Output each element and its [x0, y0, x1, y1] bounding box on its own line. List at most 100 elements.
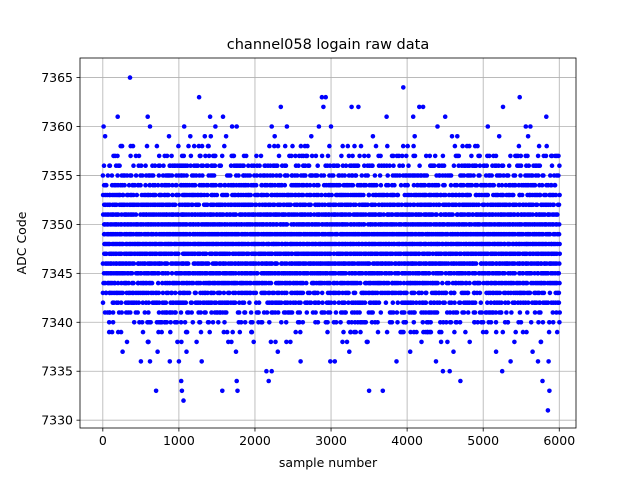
data-point: [427, 271, 432, 276]
data-point: [505, 300, 511, 306]
data-point: [398, 280, 403, 286]
data-point: [259, 320, 265, 325]
data-point: [184, 329, 190, 335]
data-point: [331, 173, 336, 178]
data-point: [424, 290, 429, 296]
data-point: [547, 320, 552, 325]
data-point: [396, 153, 402, 159]
data-point: [176, 251, 181, 257]
data-point: [350, 182, 356, 188]
data-point: [164, 261, 170, 266]
data-point: [366, 153, 371, 159]
data-point: [339, 153, 344, 159]
data-point: [254, 153, 259, 159]
data-point: [405, 182, 411, 188]
data-point: [346, 300, 351, 306]
data-point: [452, 290, 457, 296]
data-point: [517, 202, 522, 208]
x-tick-label: 1000: [163, 433, 195, 448]
data-point: [107, 163, 113, 168]
data-point: [553, 192, 559, 198]
data-point: [148, 320, 153, 325]
data-point: [396, 271, 401, 276]
data-point: [233, 290, 238, 296]
data-point: [402, 310, 407, 315]
data-point: [449, 300, 454, 306]
x-axis-label: sample number: [279, 455, 378, 470]
data-point: [349, 104, 354, 110]
data-point: [131, 280, 136, 286]
data-point: [176, 359, 182, 364]
data-point: [420, 320, 426, 325]
data-point: [499, 300, 504, 306]
data-point: [373, 143, 379, 149]
data-point: [282, 182, 288, 188]
data-point: [525, 134, 531, 139]
data-point: [337, 182, 342, 188]
data-point: [288, 202, 294, 208]
data-point: [412, 153, 418, 159]
data-point: [189, 300, 194, 306]
data-point: [519, 192, 525, 198]
data-point: [190, 202, 195, 208]
data-point: [268, 339, 274, 345]
data-point: [193, 290, 198, 296]
data-point: [392, 182, 397, 188]
data-point: [186, 143, 191, 149]
data-point: [357, 153, 362, 159]
data-point: [329, 192, 335, 198]
data-point: [417, 163, 422, 168]
data-point: [314, 173, 320, 178]
data-point: [272, 143, 277, 149]
data-point: [284, 222, 290, 227]
data-point: [188, 134, 193, 139]
data-point: [136, 153, 142, 159]
data-point: [196, 94, 202, 100]
data-point: [450, 212, 456, 217]
data-point: [460, 280, 465, 286]
data-point: [185, 261, 191, 266]
data-point: [266, 378, 272, 384]
data-point: [308, 202, 314, 208]
data-point: [265, 192, 270, 198]
data-point: [275, 143, 281, 149]
data-point: [557, 261, 562, 266]
data-point: [166, 192, 171, 198]
data-point: [164, 320, 170, 325]
data-point: [144, 143, 150, 149]
data-point: [528, 124, 533, 129]
data-point: [300, 320, 306, 325]
data-point: [193, 173, 199, 178]
data-point: [233, 349, 239, 355]
data-point: [440, 153, 446, 159]
data-point: [205, 182, 211, 188]
data-point: [556, 231, 562, 237]
data-point: [500, 329, 506, 335]
data-point: [200, 163, 206, 168]
data-point: [505, 173, 511, 178]
data-point: [452, 300, 457, 306]
data-point: [485, 300, 490, 306]
plot-frame: [79, 57, 577, 429]
data-point: [530, 349, 535, 355]
data-point: [557, 241, 562, 247]
data-point: [340, 339, 345, 345]
data-point: [221, 290, 227, 296]
data-point: [451, 349, 456, 355]
data-point: [181, 398, 186, 403]
data-point: [170, 192, 175, 198]
data-point: [355, 163, 361, 168]
data-point: [168, 320, 173, 325]
data-point: [488, 300, 494, 306]
data-point: [167, 359, 173, 364]
data-point: [461, 182, 466, 188]
data-point: [386, 280, 391, 286]
data-point: [176, 192, 182, 198]
data-point: [380, 388, 386, 394]
data-point: [513, 329, 518, 335]
data-point: [536, 143, 542, 149]
data-point: [435, 280, 441, 286]
data-point: [147, 124, 153, 129]
data-point: [304, 310, 310, 315]
data-point: [102, 134, 108, 139]
